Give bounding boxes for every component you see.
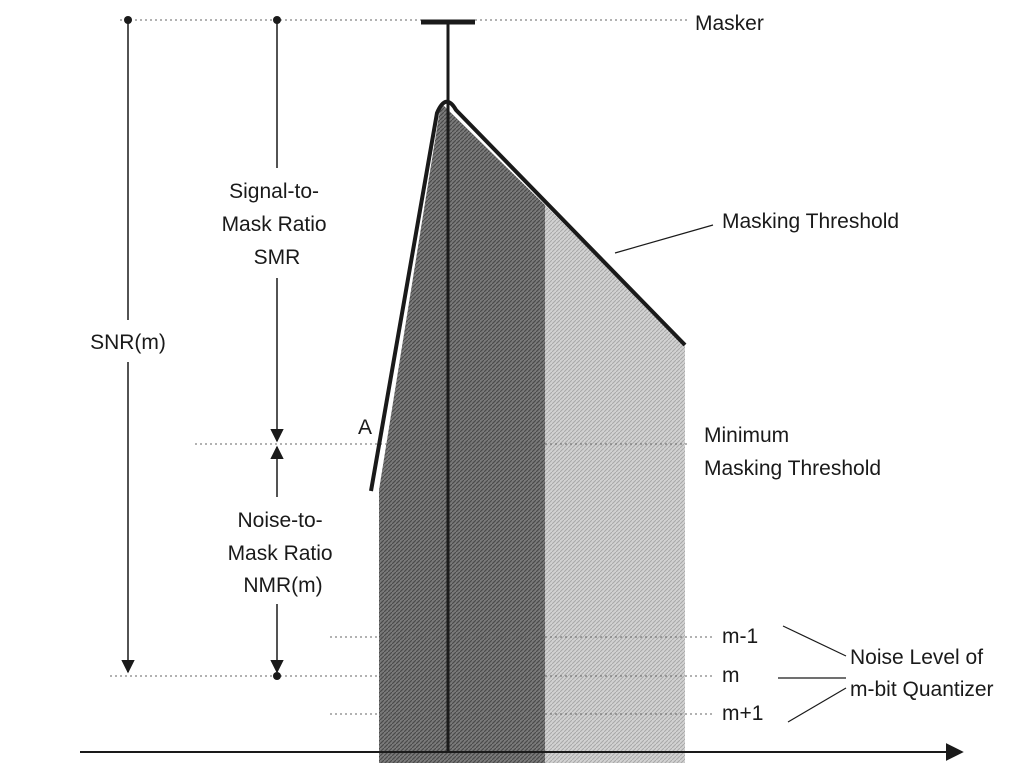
light-shaded-band xyxy=(545,205,685,763)
nmr-bottom-dot xyxy=(273,672,281,680)
nmr-label: Noise-to- Mask Ratio NMR(m) xyxy=(228,509,339,597)
smr-arrow xyxy=(270,16,284,443)
level-label-m-plus-1: m+1 xyxy=(722,702,763,725)
minimum-threshold-label: Minimum Masking Threshold xyxy=(704,424,881,480)
smr-label-line-3: SMR xyxy=(254,246,301,269)
nmr-label-line-2: Mask Ratio xyxy=(228,542,333,565)
noise-level-line-2: m-bit Quantizer xyxy=(850,678,994,701)
masker-label: Masker xyxy=(695,12,764,35)
level-label-m-minus-1: m-1 xyxy=(722,625,758,648)
smr-label-line-1: Signal-to- xyxy=(229,180,319,203)
leader-m-plus-1 xyxy=(787,687,847,723)
snr-top-dot xyxy=(124,16,132,24)
point-a-label: A xyxy=(358,416,372,439)
level-label-m: m xyxy=(722,664,740,687)
smr-label: Signal-to- Mask Ratio SMR xyxy=(222,180,333,269)
leader-m-minus-1 xyxy=(782,625,847,657)
noise-level-label: Noise Level of m-bit Quantizer xyxy=(850,646,994,701)
minimum-threshold-line-1: Minimum xyxy=(704,424,789,447)
noise-level-leaders xyxy=(778,625,847,723)
noise-level-line-1: Noise Level of xyxy=(850,646,983,669)
nmr-label-line-3: NMR(m) xyxy=(243,574,322,597)
snr-label: SNR(m) xyxy=(90,331,166,354)
smr-top-dot xyxy=(273,16,281,24)
masking-threshold-label: Masking Threshold xyxy=(722,210,899,233)
masking-threshold-curve xyxy=(369,99,687,492)
smr-label-line-2: Mask Ratio xyxy=(222,213,327,236)
masking-threshold-leader xyxy=(614,224,714,254)
nmr-arrow xyxy=(270,445,284,680)
snr-arrow xyxy=(121,16,135,674)
minimum-threshold-line-2: Masking Threshold xyxy=(704,457,881,480)
dotted-guides xyxy=(110,19,712,715)
dark-shaded-band xyxy=(379,103,545,763)
nmr-label-line-1: Noise-to- xyxy=(237,509,322,532)
